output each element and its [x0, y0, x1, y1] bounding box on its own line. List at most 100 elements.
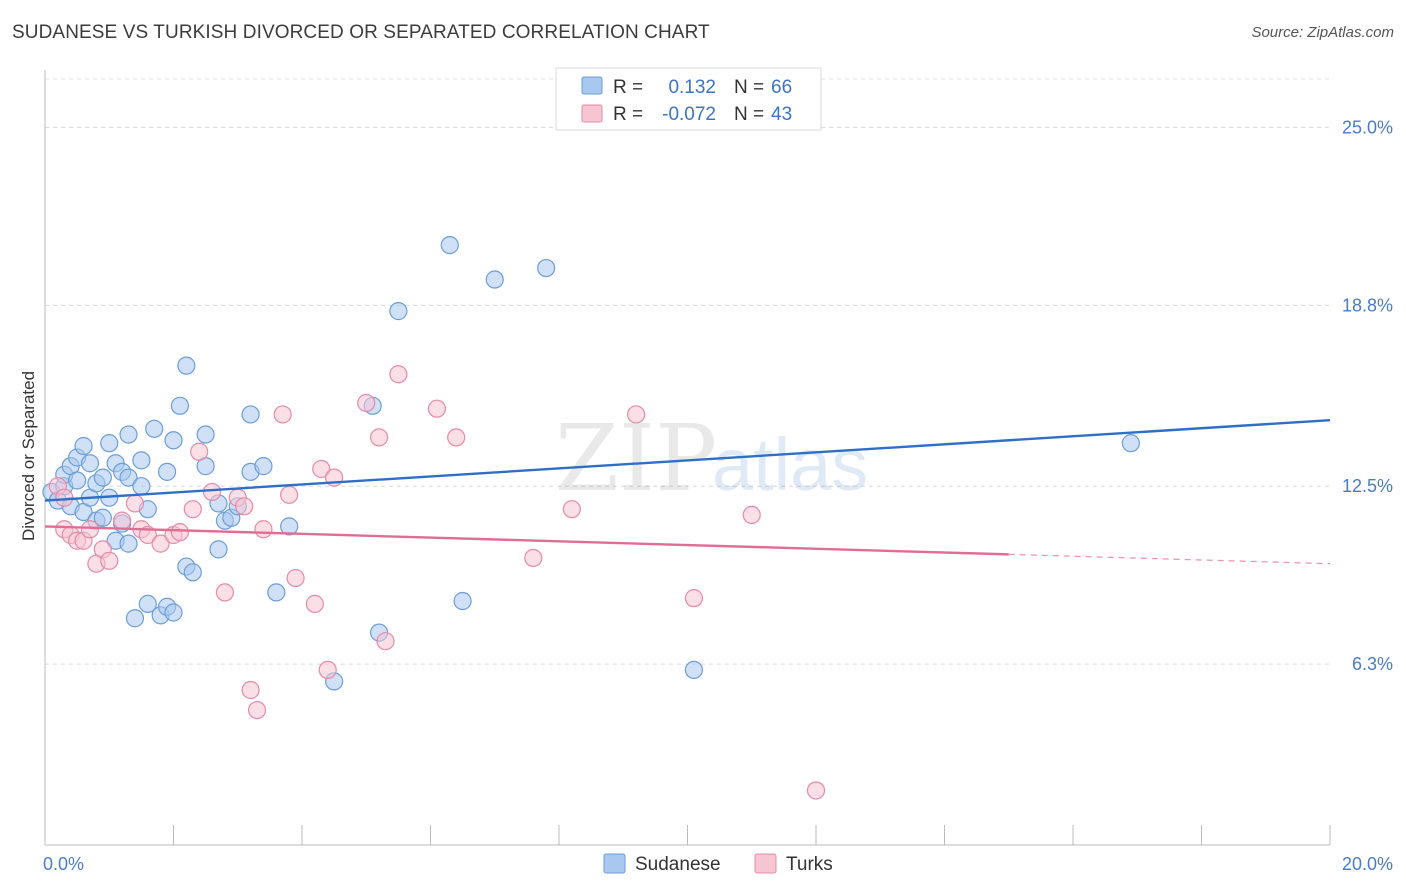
point-turks-20	[215, 583, 234, 602]
point-turks-16	[170, 523, 190, 542]
legend-r-value-2: -0.072	[662, 104, 716, 125]
point-turks-26	[273, 405, 292, 424]
point-turks-35	[376, 632, 395, 651]
point-turks-36	[389, 365, 408, 384]
point-turks-41	[626, 405, 646, 424]
point-turks-18	[190, 442, 209, 461]
point-turks-17	[183, 500, 202, 519]
series-label-turks: Turks	[786, 854, 833, 875]
point-sudanese-40	[196, 425, 215, 444]
point-sudanese-30	[145, 419, 164, 438]
point-turks-39	[524, 548, 543, 568]
trend-lines	[44, 418, 1331, 565]
point-turks-2	[55, 488, 74, 507]
legend-r-value-1: 0.132	[668, 77, 716, 98]
point-sudanese-55	[389, 302, 408, 321]
point-turks-37	[427, 399, 447, 418]
point-sudanese-42	[209, 540, 228, 559]
point-sudanese-6	[68, 471, 87, 490]
point-sudanese-25	[125, 609, 145, 628]
point-sudanese-15	[93, 508, 112, 527]
point-turks-31	[318, 660, 337, 680]
trend-line-turks	[44, 525, 1009, 556]
point-sudanese-28	[138, 594, 157, 613]
point-turks-6	[80, 520, 100, 539]
point-sudanese-56	[440, 235, 459, 255]
point-sudanese-35	[164, 603, 183, 622]
series-swatch-turks	[754, 853, 777, 874]
point-turks-43	[742, 505, 761, 525]
trend-line-extension-turks	[1008, 553, 1331, 565]
stats-legend: R = 0.132 N = 66 R = -0.072 N = 43	[555, 67, 822, 131]
point-sudanese-24	[119, 425, 138, 444]
legend-swatch-sudanese	[581, 76, 603, 95]
point-turks-40	[562, 500, 581, 519]
legend-n-value-2: 43	[771, 104, 792, 125]
point-turks-27	[280, 485, 299, 504]
point-sudanese-26	[132, 451, 151, 470]
legend-r-label-2: R =	[613, 104, 643, 125]
point-sudanese-9	[74, 436, 93, 456]
chart-source: Source: ZipAtlas.com	[1251, 24, 1394, 41]
y-axis-label: Divorced or Separated	[19, 371, 38, 541]
point-turks-44	[806, 781, 826, 800]
point-sudanese-36	[170, 396, 190, 415]
legend-n-value-1: 66	[771, 77, 792, 98]
point-sudanese-57	[453, 591, 472, 611]
grid-lines	[45, 78, 1330, 665]
point-turks-22	[235, 497, 254, 516]
point-sudanese-37	[177, 356, 196, 375]
point-sudanese-23	[119, 534, 138, 553]
y-tick-label-0: 6.3%	[1352, 654, 1393, 674]
point-sudanese-32	[157, 462, 177, 481]
legend-r-label-1: R =	[613, 77, 643, 98]
series-swatch-sudanese	[603, 853, 626, 874]
point-turks-9	[100, 551, 119, 570]
watermark-atlas: atlas	[712, 423, 868, 506]
legend-n-label-2: N =	[734, 104, 764, 125]
axes	[44, 70, 1331, 846]
series-legend: Sudanese Turks	[603, 853, 833, 875]
point-turks-42	[684, 589, 704, 608]
point-sudanese-50	[267, 583, 286, 602]
point-turks-13	[138, 525, 157, 545]
legend-swatch-turks	[581, 104, 603, 123]
point-sudanese-10	[80, 454, 100, 473]
series-label-sudanese: Sudanese	[635, 854, 721, 875]
point-turks-38	[447, 428, 466, 447]
point-sudanese-51	[280, 517, 299, 536]
point-turks-28	[286, 568, 305, 588]
point-turks-19	[202, 482, 222, 502]
point-sudanese-14	[93, 468, 112, 487]
point-sudanese-27	[132, 477, 151, 496]
point-turks-24	[247, 700, 267, 720]
y-tick-label-3: 25.0%	[1342, 117, 1393, 137]
point-sudanese-61	[1121, 434, 1140, 453]
point-turks-23	[241, 680, 260, 700]
point-sudanese-39	[183, 563, 202, 582]
y-tick-label-1: 12.5%	[1342, 476, 1393, 496]
x-tick-label-0: 0.0%	[43, 854, 84, 874]
legend-n-label-1: N =	[734, 77, 764, 98]
x-tick-label-1: 20.0%	[1342, 854, 1393, 874]
point-turks-29	[305, 594, 324, 613]
point-sudanese-60	[684, 660, 704, 680]
y-tick-label-2: 18.8%	[1342, 295, 1393, 315]
point-turks-11	[125, 494, 145, 513]
point-turks-33	[357, 393, 376, 413]
chart-title: SUDANESE VS TURKISH DIVORCED OR SEPARATE…	[12, 22, 710, 43]
data-points	[42, 235, 1140, 800]
point-turks-10	[112, 511, 132, 530]
point-sudanese-47	[241, 405, 260, 424]
point-sudanese-59	[537, 258, 556, 278]
point-sudanese-34	[164, 431, 183, 450]
point-turks-25	[254, 520, 273, 539]
point-turks-34	[370, 428, 389, 447]
point-sudanese-16	[100, 434, 119, 453]
watermark: ZIP atlas	[555, 405, 868, 512]
point-sudanese-58	[485, 270, 504, 289]
point-turks-14	[151, 534, 170, 553]
point-sudanese-22	[119, 468, 138, 487]
trend-line-sudanese	[44, 418, 1331, 502]
